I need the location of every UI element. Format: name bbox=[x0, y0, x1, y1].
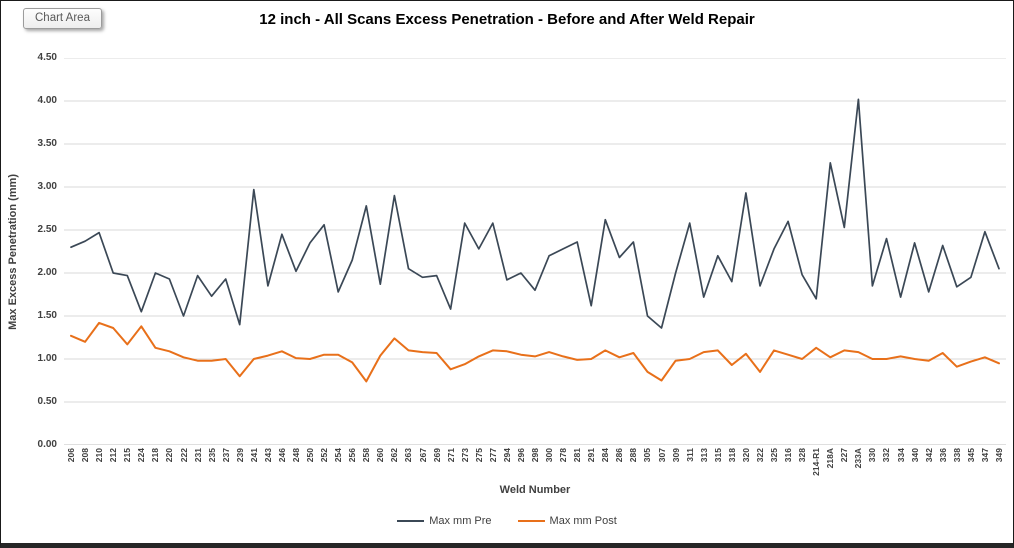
x-tick-label: 316 bbox=[782, 448, 793, 463]
x-tick-label: 307 bbox=[656, 448, 667, 463]
y-tick-label: 1.00 bbox=[37, 353, 57, 364]
x-tick-label: 298 bbox=[529, 448, 540, 463]
y-tick-label: 0.00 bbox=[37, 439, 57, 450]
x-tick-label: 340 bbox=[909, 448, 920, 463]
y-tick-label: 4.50 bbox=[37, 52, 57, 63]
x-tick-label: 218A bbox=[825, 448, 835, 469]
x-tick-label: 231 bbox=[192, 448, 203, 463]
series-line-max-mm-pre[interactable] bbox=[70, 98, 1000, 329]
y-tick-label: 3.50 bbox=[37, 138, 57, 149]
x-tick-label: 254 bbox=[332, 448, 343, 463]
legend-swatch-post-line bbox=[517, 520, 545, 522]
x-tick-label: 243 bbox=[262, 448, 273, 463]
chart-legend: Max mm Pre Max mm Post bbox=[1, 515, 1013, 527]
y-tick-label: 0.50 bbox=[37, 396, 57, 407]
x-tick-label: 330 bbox=[867, 448, 878, 463]
x-tick-label: 284 bbox=[600, 448, 611, 463]
x-tick-label: 215 bbox=[122, 448, 133, 463]
x-tick-label: 273 bbox=[459, 448, 470, 463]
x-tick-label: 342 bbox=[923, 448, 934, 463]
chart-title: 12 inch - All Scans Excess Penetration -… bbox=[259, 11, 755, 28]
series-line-max-mm-post[interactable] bbox=[70, 321, 1000, 383]
y-tick-label: 3.00 bbox=[37, 181, 57, 192]
x-tick-label: 320 bbox=[740, 448, 751, 463]
x-tick-label: 349 bbox=[993, 448, 1004, 463]
y-axis-title: Max Excess Penetration (mm) bbox=[7, 58, 19, 445]
x-tick-label: 218 bbox=[150, 448, 161, 463]
x-tick-label: 291 bbox=[585, 448, 596, 463]
x-tick-label: 286 bbox=[614, 448, 625, 463]
x-tick-label: 214-R1 bbox=[810, 448, 821, 476]
y-tick-label: 2.00 bbox=[37, 267, 57, 278]
y-tick-label: 4.00 bbox=[37, 95, 57, 106]
x-tick-label: 288 bbox=[628, 448, 639, 463]
x-tick-label: 315 bbox=[712, 448, 723, 463]
legend-item-max-mm-post[interactable]: Max mm Post bbox=[517, 515, 617, 527]
x-tick-label: 256 bbox=[346, 448, 357, 463]
x-tick-label: 237 bbox=[220, 448, 231, 463]
x-tick-label: 311 bbox=[684, 448, 695, 462]
x-tick-label: 347 bbox=[979, 448, 990, 463]
legend-label-max-mm-pre: Max mm Pre bbox=[429, 515, 492, 527]
x-tick-label: 332 bbox=[881, 448, 892, 463]
x-tick-label: 250 bbox=[304, 448, 315, 463]
x-tick-label: 269 bbox=[431, 448, 442, 463]
legend-swatch-pre-line bbox=[397, 520, 425, 522]
x-tick-label: 220 bbox=[164, 448, 175, 463]
x-tick-label: 208 bbox=[79, 448, 90, 463]
x-tick-label: 305 bbox=[642, 448, 653, 463]
x-tick-label: 212 bbox=[107, 448, 118, 463]
x-tick-label: 281 bbox=[571, 448, 582, 463]
x-tick-label: 345 bbox=[965, 448, 976, 463]
x-tick-label: 309 bbox=[670, 448, 681, 463]
x-tick-label: 338 bbox=[951, 448, 962, 463]
chart-area-tooltip: Chart Area bbox=[23, 8, 102, 29]
x-tick-label: 258 bbox=[361, 448, 372, 463]
x-tick-label: 262 bbox=[389, 448, 400, 463]
x-tick-label: 248 bbox=[290, 448, 301, 463]
x-tick-label: 246 bbox=[276, 448, 287, 463]
legend-item-max-mm-pre[interactable]: Max mm Pre bbox=[397, 515, 492, 527]
x-tick-label: 222 bbox=[178, 448, 189, 463]
legend-label-max-mm-post: Max mm Post bbox=[549, 515, 617, 527]
x-tick-label: 241 bbox=[248, 448, 259, 463]
x-tick-label: 263 bbox=[403, 448, 414, 463]
x-tick-label: 267 bbox=[417, 448, 428, 463]
x-tick-label: 336 bbox=[937, 448, 948, 463]
plot-area[interactable] bbox=[64, 58, 1006, 445]
x-tick-label: 275 bbox=[473, 448, 484, 463]
x-tick-label: 239 bbox=[234, 448, 245, 463]
x-tick-label: 294 bbox=[501, 448, 512, 463]
x-tick-label: 235 bbox=[206, 448, 217, 463]
x-tick-label: 277 bbox=[487, 448, 498, 463]
x-tick-label: 227 bbox=[839, 448, 850, 463]
x-tick-label: 313 bbox=[698, 448, 709, 463]
x-tick-label: 271 bbox=[445, 448, 456, 463]
x-tick-label: 206 bbox=[65, 448, 76, 463]
x-tick-label: 233A bbox=[853, 448, 864, 469]
x-tick-label: 210 bbox=[93, 448, 104, 463]
x-tick-label: 300 bbox=[543, 448, 554, 463]
x-tick-label: 224 bbox=[136, 448, 147, 463]
x-tick-label: 322 bbox=[754, 448, 765, 463]
x-tick-label: 334 bbox=[895, 448, 906, 463]
x-tick-label: 318 bbox=[726, 448, 737, 463]
y-tick-label: 2.50 bbox=[37, 224, 57, 235]
x-axis-title: Weld Number bbox=[499, 484, 571, 496]
x-tick-label: 278 bbox=[557, 448, 568, 463]
x-tick-label: 325 bbox=[768, 448, 779, 463]
x-tick-label: 252 bbox=[318, 448, 329, 463]
y-tick-label: 1.50 bbox=[37, 310, 57, 321]
x-tick-label: 328 bbox=[796, 448, 807, 463]
y-axis-title-text: Max Excess Penetration (mm) bbox=[7, 173, 19, 330]
x-tick-label: 260 bbox=[375, 448, 386, 463]
x-tick-label: 296 bbox=[515, 448, 526, 463]
